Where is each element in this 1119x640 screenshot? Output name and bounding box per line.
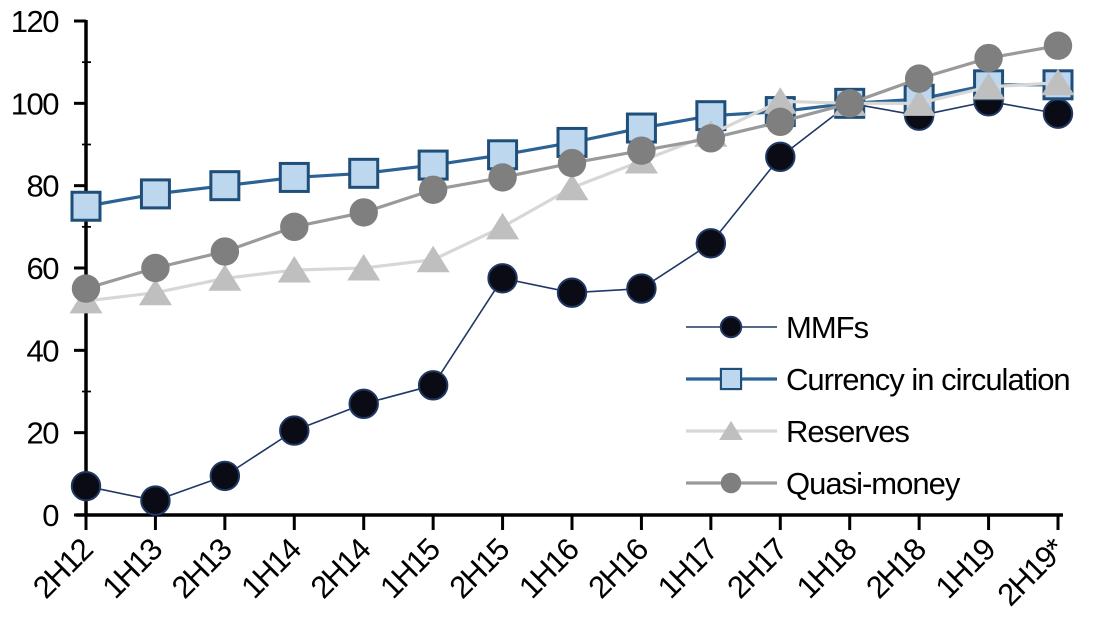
- legend-label: MMFs: [786, 310, 869, 345]
- reserves-marker: [719, 420, 743, 440]
- mmfs-marker: [765, 141, 796, 173]
- quasi-money-marker: [904, 64, 934, 93]
- reserves-marker: [1041, 68, 1075, 96]
- mmfs-marker: [279, 415, 310, 446]
- y-tick-label: 40: [27, 333, 60, 368]
- reserves-marker: [416, 245, 450, 273]
- quasi-money-marker: [974, 43, 1003, 73]
- currency-in-circulation-marker: [348, 157, 380, 189]
- x-axis-ticks: [84, 515, 1060, 530]
- quasi-money-marker: [557, 148, 587, 178]
- currency-in-circulation-marker: [278, 161, 310, 193]
- reserves-marker: [277, 256, 311, 283]
- currency-in-circulation-marker: [719, 367, 743, 391]
- y-tick-label: 120: [11, 4, 59, 39]
- legend-item-mmfs: MMFs: [686, 310, 870, 345]
- y-tick-label: 100: [11, 86, 59, 121]
- mmfs-marker: [417, 370, 449, 401]
- mmfs-marker: [556, 277, 588, 308]
- series-quasi-money: [71, 31, 1073, 303]
- mmfs-marker: [626, 273, 657, 304]
- quasi-money-marker: [627, 136, 656, 165]
- y-tick-label: 80: [27, 169, 60, 204]
- legend-label: Quasi-money: [786, 466, 961, 501]
- legend: MMFs Currency in circulation Reserves Quasi…: [686, 310, 1071, 501]
- reserves-marker: [972, 72, 1006, 100]
- reserves-marker: [763, 87, 797, 114]
- y-tick-label: 0: [42, 498, 59, 533]
- currency-in-circulation-marker: [70, 190, 102, 222]
- mmfs-marker: [695, 228, 727, 259]
- quasi-money-marker: [210, 237, 240, 266]
- quasi-money-marker: [349, 198, 378, 227]
- reserves-marker: [486, 212, 520, 240]
- y-tick-label: 60: [27, 251, 60, 286]
- mmfs-marker: [209, 460, 241, 492]
- legend-label: Currency in circulation: [786, 362, 1070, 397]
- legend-label: Reserves: [786, 414, 909, 449]
- currency-in-circulation-marker: [556, 126, 588, 158]
- reserves-marker: [138, 278, 172, 306]
- reserves-marker: [208, 264, 242, 291]
- quasi-money-marker: [696, 124, 726, 153]
- mmfs-marker: [70, 470, 102, 502]
- quasi-money-marker: [71, 274, 101, 303]
- legend-item-quasi-money: Quasi-money: [686, 466, 962, 501]
- mmfs-marker: [348, 388, 379, 420]
- mmfs-marker: [487, 263, 518, 294]
- currency-in-circulation-marker: [417, 149, 449, 181]
- legend-item-currency-in-circulation: Currency in circulation: [686, 362, 1071, 397]
- currency-in-circulation-marker: [139, 178, 171, 210]
- mmfs-marker: [719, 315, 743, 339]
- currency-in-circulation-marker: [209, 170, 241, 202]
- reserves-marker: [555, 173, 589, 201]
- reserves-marker: [347, 254, 381, 281]
- reserves-marker: [902, 89, 936, 116]
- quasi-money-marker: [280, 212, 309, 242]
- mmfs-marker: [140, 485, 171, 516]
- quasi-money-marker: [1043, 31, 1073, 60]
- legend-item-reserves: Reserves: [686, 414, 910, 449]
- mmfs-marker: [1042, 98, 1074, 129]
- quasi-money-marker: [418, 175, 448, 204]
- quasi-money-marker: [766, 107, 795, 137]
- quasi-money-marker: [488, 163, 517, 192]
- y-tick-label: 20: [27, 416, 60, 451]
- quasi-money-marker: [835, 89, 864, 118]
- quasi-money-marker: [720, 472, 742, 494]
- y-axis-labels: 0 20 40 60 80 100 120: [11, 4, 61, 533]
- quasi-money-marker: [141, 253, 170, 283]
